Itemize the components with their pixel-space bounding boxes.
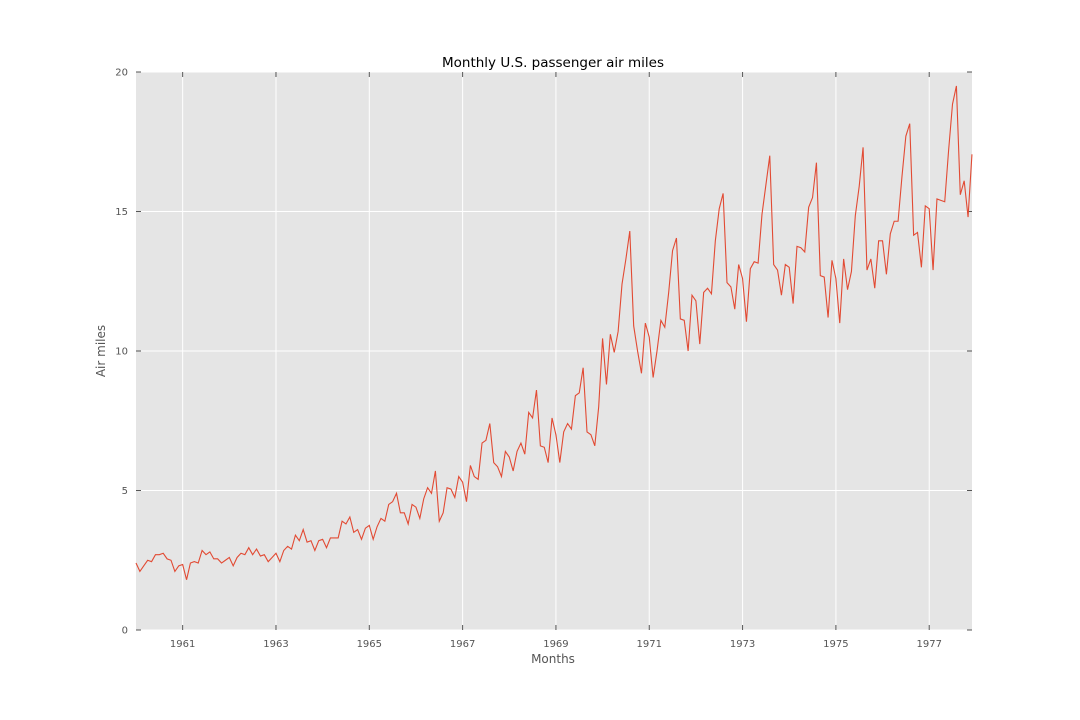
y-tick-label: 10 [115, 347, 128, 358]
y-tick-label: 20 [115, 68, 128, 79]
y-tick-label: 15 [115, 207, 128, 218]
chart-title: Monthly U.S. passenger air miles [442, 55, 664, 71]
grid [136, 71, 972, 631]
x-tick-label: 1963 [263, 639, 288, 650]
axis-ticks [136, 71, 972, 631]
x-tick-label: 1961 [170, 639, 195, 650]
series-layer [135, 85, 973, 580]
y-axis-label: Air miles [94, 325, 108, 377]
x-tick-label: 1973 [730, 639, 755, 650]
tick-labels: 0 5 10 15 20 1961 1963 1965 1967 1969 1971 1973 1975… [115, 68, 942, 651]
y-tick-label: 0 [122, 626, 128, 637]
x-tick-label: 1971 [637, 639, 662, 650]
x-tick-label: 1969 [543, 639, 568, 650]
x-tick-label: 1965 [357, 639, 382, 650]
x-tick-label: 1975 [823, 639, 848, 650]
x-axis-label: Months [531, 652, 575, 666]
series-line [135, 85, 973, 580]
x-tick-label: 1977 [916, 639, 941, 650]
y-tick-label: 5 [122, 486, 128, 497]
x-tick-label: 1967 [450, 639, 475, 650]
